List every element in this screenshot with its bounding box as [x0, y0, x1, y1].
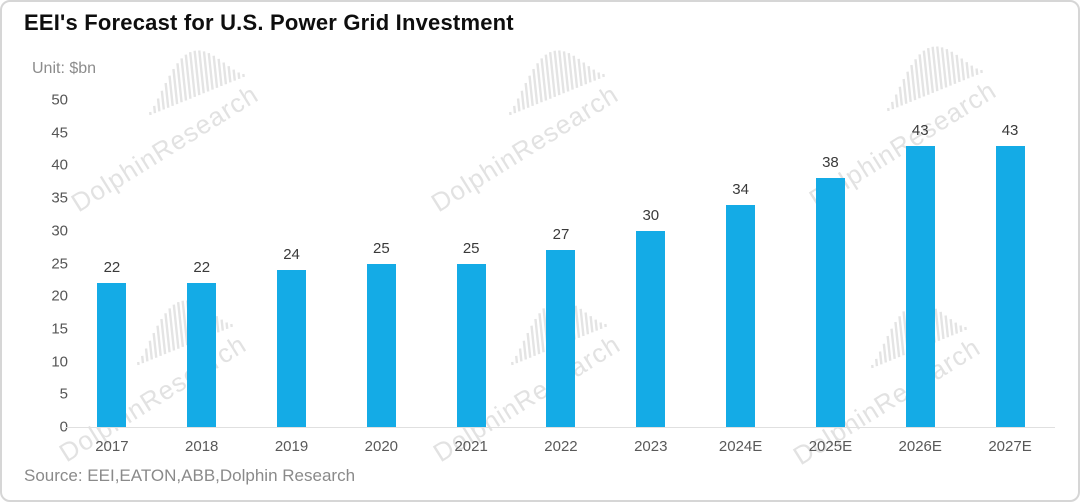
bar — [995, 145, 1025, 427]
y-tick-label: 25 — [51, 255, 68, 272]
bar — [366, 263, 396, 427]
x-tick-label: 2026E — [898, 438, 942, 455]
y-tick-label: 0 — [59, 418, 68, 436]
bar — [636, 230, 666, 427]
x-tick-label: 2022 — [544, 438, 578, 455]
x-tick-label: 2020 — [364, 438, 399, 455]
bar-value-label: 24 — [283, 246, 300, 264]
bar-slot: 34 — [696, 100, 786, 427]
bar — [456, 263, 486, 427]
y-tick-label: 15 — [51, 320, 68, 338]
plot-area: 0 5 10 15 20 25 30 35 40 45 50 22 22 24 25 25 27 30 34 38 4… — [2, 92, 1078, 436]
x-tick-label: 2021 — [454, 438, 488, 455]
y-tick-label: 40 — [51, 156, 68, 174]
bar-slot: 43 — [965, 100, 1055, 427]
bar — [815, 178, 845, 427]
bar — [905, 145, 935, 427]
bar — [726, 204, 756, 427]
unit-label: Unit: $bn — [32, 60, 97, 77]
bar — [97, 283, 127, 427]
bar-value-label: 22 — [193, 259, 211, 277]
x-axis-line — [65, 427, 1055, 428]
bar-slot: 43 — [875, 100, 965, 427]
bar-value-label: 38 — [822, 154, 839, 172]
y-tick-label: 50 — [51, 91, 68, 109]
bar-value-label: 22 — [103, 259, 121, 277]
x-tick-label: 2018 — [185, 438, 219, 455]
bar-value-label: 25 — [462, 239, 480, 257]
bar-value-label: 27 — [552, 226, 570, 244]
x-tick-label: 2027E — [988, 438, 1032, 455]
y-tick-label: 5 — [59, 385, 68, 403]
bar-value-label: 43 — [1001, 121, 1019, 139]
bar-slot: 24 — [247, 100, 337, 427]
chart-title: EEI's Forecast for U.S. Power Grid Inves… — [24, 10, 514, 35]
bar-slot: 30 — [606, 100, 696, 427]
bars: 22 22 24 25 25 27 30 34 38 43 43 — [67, 100, 1055, 427]
y-tick-label: 20 — [51, 287, 68, 305]
bar-slot: 25 — [426, 100, 516, 427]
bar-value-label: 25 — [373, 239, 390, 257]
x-tick-label: 2025E — [808, 438, 853, 455]
bar-value-label: 30 — [642, 206, 660, 224]
bar-slot: 22 — [157, 100, 247, 427]
x-axis: 2017 2018 2019 2020 2021 2022 2023 2024E 2025E 20… — [67, 438, 1055, 455]
bar-slot: 25 — [336, 100, 426, 427]
bar — [546, 250, 576, 427]
bar — [187, 283, 217, 427]
bar-slot: 22 — [67, 100, 157, 427]
y-axis: 0 5 10 15 20 25 30 35 40 45 50 — [22, 92, 68, 436]
x-tick-label: 2023 — [634, 438, 668, 455]
bar-slot: 27 — [516, 100, 606, 427]
y-tick-label: 45 — [51, 124, 68, 142]
y-tick-label: 10 — [51, 353, 68, 371]
bar — [277, 270, 307, 427]
bar-slot: 38 — [786, 100, 876, 427]
bar-value-label: 34 — [732, 180, 749, 198]
bar-value-label: 43 — [911, 121, 929, 139]
source-caption: Source: EEI,EATON,ABB,Dolphin Research — [24, 466, 356, 485]
y-tick-label: 35 — [51, 189, 68, 207]
x-tick-label: 2017 — [95, 438, 129, 455]
y-tick-label: 30 — [51, 222, 68, 240]
x-tick-label: 2024E — [718, 438, 763, 455]
x-tick-label: 2019 — [274, 438, 309, 455]
